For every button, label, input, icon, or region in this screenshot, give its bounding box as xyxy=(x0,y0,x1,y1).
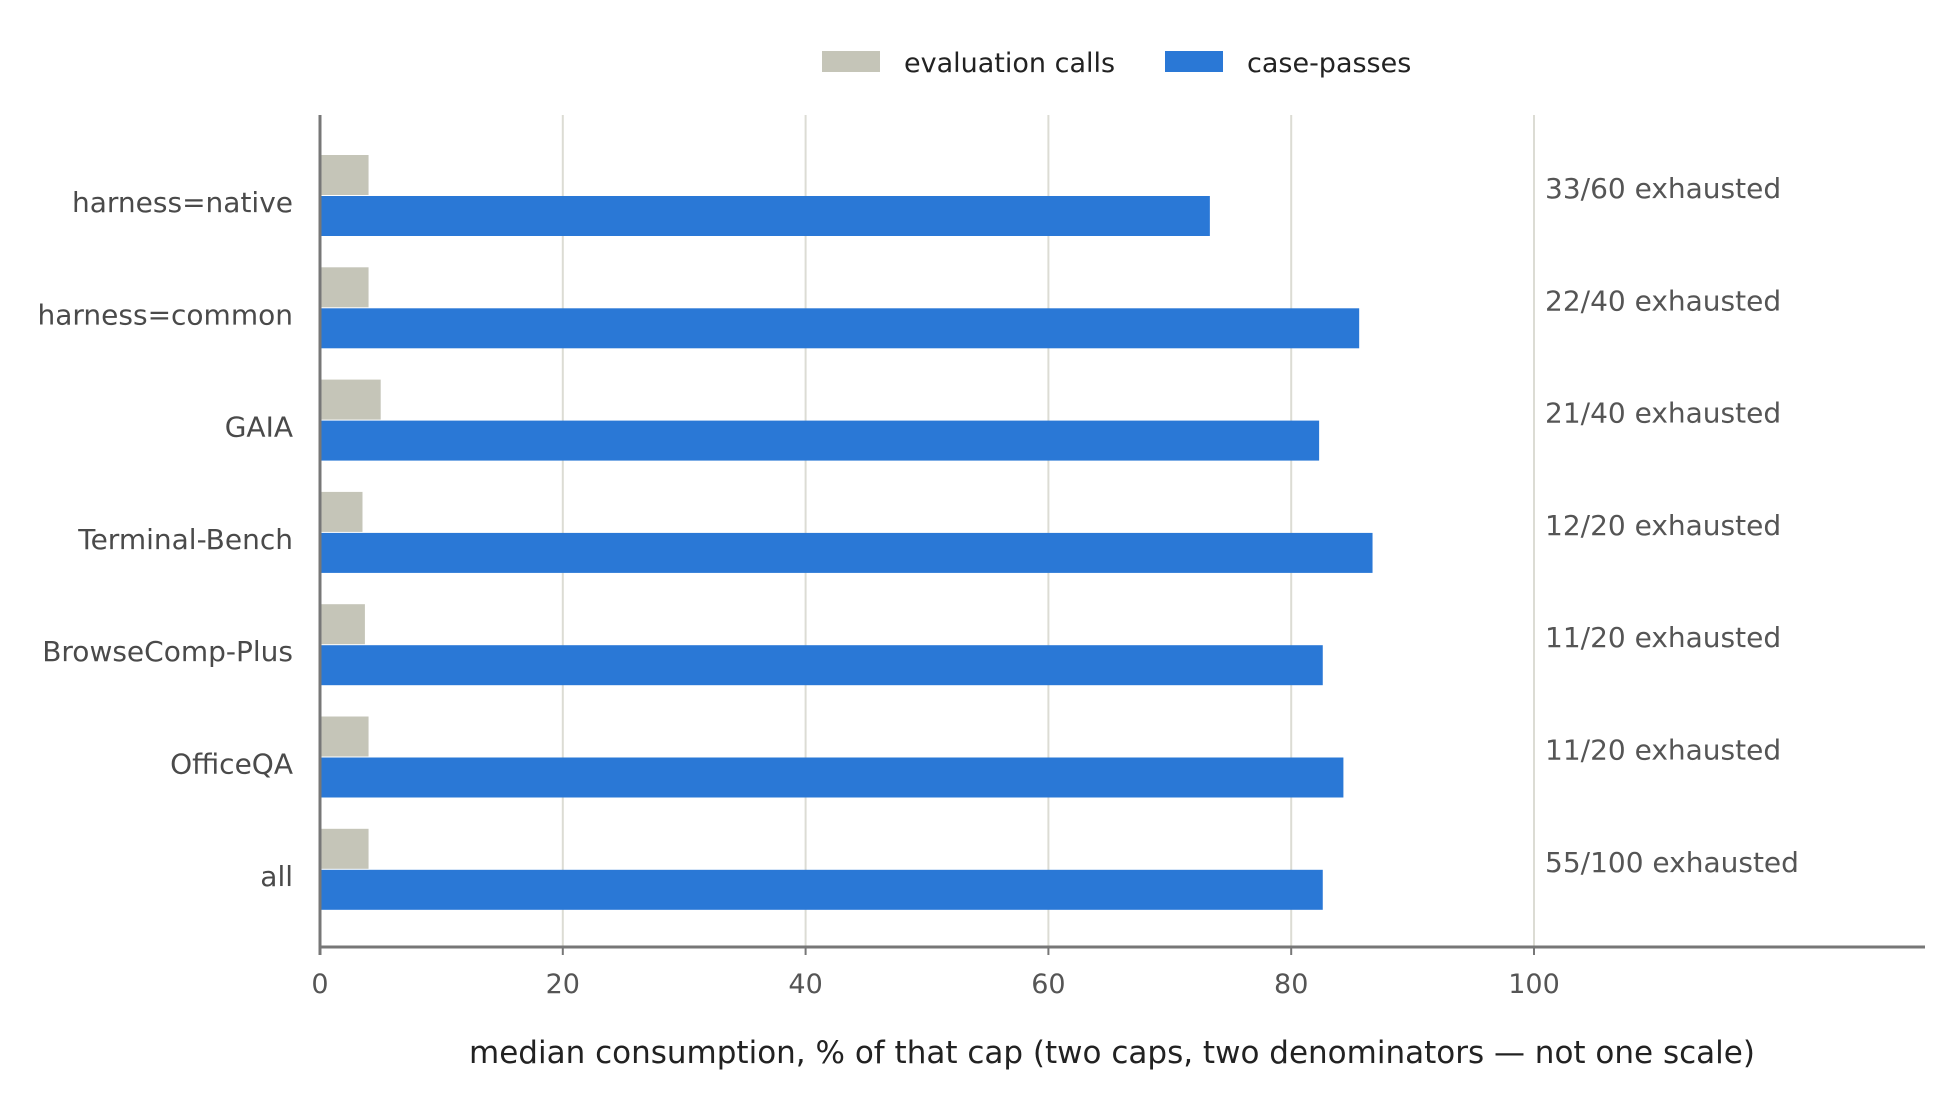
exhausted-annotation: 55/100 exhausted xyxy=(1545,846,1799,879)
category-label: GAIA xyxy=(225,411,293,444)
labels: 0 20 40 60 80 100 harness=native 33/60 exhauste… xyxy=(38,172,1799,1000)
bar-case-passes xyxy=(320,869,1323,910)
bar-case-passes xyxy=(320,532,1373,573)
bar-evaluation-calls xyxy=(320,716,369,757)
bar-case-passes xyxy=(320,645,1323,686)
category-label: BrowseComp-Plus xyxy=(42,635,293,668)
legend: evaluation calls case-passes xyxy=(822,48,1411,79)
axes xyxy=(318,115,1925,955)
category-label: harness=common xyxy=(38,298,294,331)
exhausted-annotation: 11/20 exhausted xyxy=(1545,734,1781,767)
bar-case-passes xyxy=(320,420,1320,461)
bars xyxy=(320,155,1373,910)
bar-case-passes xyxy=(320,308,1360,349)
legend-label: case-passes xyxy=(1247,48,1411,79)
bar-evaluation-calls xyxy=(320,379,381,420)
legend-swatch xyxy=(1165,51,1223,72)
bar-case-passes xyxy=(320,757,1344,798)
exhausted-annotation: 11/20 exhausted xyxy=(1545,621,1781,654)
exhausted-annotation: 21/40 exhausted xyxy=(1545,397,1781,430)
category-label: harness=native xyxy=(72,186,293,219)
bar-evaluation-calls xyxy=(320,267,369,308)
x-tick-label: 80 xyxy=(1274,969,1308,1000)
exhausted-annotation: 33/60 exhausted xyxy=(1545,172,1781,205)
x-tick-label: 100 xyxy=(1508,969,1560,1000)
exhausted-annotation: 12/20 exhausted xyxy=(1545,509,1781,542)
bar-evaluation-calls xyxy=(320,491,363,532)
legend-swatch xyxy=(822,51,880,72)
gridlines xyxy=(561,115,1535,947)
x-tick-label: 40 xyxy=(788,969,822,1000)
legend-label: evaluation calls xyxy=(904,48,1115,79)
x-tick-label: 60 xyxy=(1031,969,1065,1000)
x-tick-label: 20 xyxy=(546,969,580,1000)
bar-case-passes xyxy=(320,196,1210,236)
bar-evaluation-calls xyxy=(320,828,369,869)
category-label: Terminal-Bench xyxy=(77,523,293,556)
category-label: all xyxy=(260,860,293,893)
category-label: OfficeQA xyxy=(170,748,293,781)
x-axis-title: median consumption, % of that cap (two c… xyxy=(469,1035,1755,1071)
exhausted-annotation: 22/40 exhausted xyxy=(1545,284,1781,317)
bar-evaluation-calls xyxy=(320,604,365,645)
x-tick-label: 0 xyxy=(311,969,328,1000)
bar-evaluation-calls xyxy=(320,155,369,195)
